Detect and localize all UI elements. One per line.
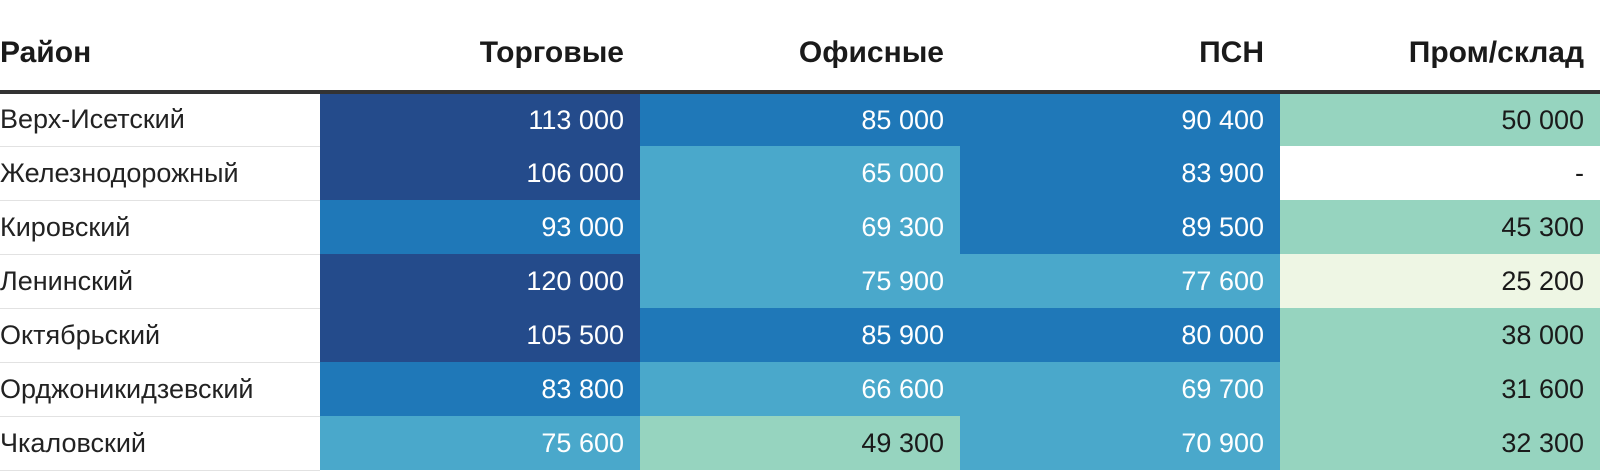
heatmap-cell: 113 000 <box>320 92 640 146</box>
column-header-retail: Торговые <box>320 0 640 94</box>
district-name: Верх-Исетский <box>0 92 320 147</box>
heatmap-cell: 85 900 <box>640 308 960 362</box>
district-name: Орджоникидзевский <box>0 362 320 417</box>
heatmap-cell: 105 500 <box>320 308 640 362</box>
table-row: Железнодорожный 106 000 65 000 83 900- <box>0 146 1600 201</box>
heatmap-cell: 120 000 <box>320 254 640 308</box>
heatmap-cell: 93 000 <box>320 200 640 254</box>
district-name: Ленинский <box>0 254 320 309</box>
heatmap-cell: 50 000 <box>1280 92 1600 146</box>
heatmap-cell: 69 700 <box>960 362 1280 416</box>
heatmap-cell: 49 300 <box>640 416 960 470</box>
table-row: Чкаловский 75 600 49 300 70 900 32 300 <box>0 416 1600 471</box>
heatmap-cell: 90 400 <box>960 92 1280 146</box>
table-body: Верх-Исетский 113 000 85 000 90 400 50 000 Же… <box>0 92 1600 471</box>
heatmap-cell: 75 600 <box>320 416 640 470</box>
heatmap-cell: 69 300 <box>640 200 960 254</box>
header-row: Район Торговые Офисные ПСН Пром/склад <box>0 0 1600 94</box>
heatmap-cell: 106 000 <box>320 146 640 200</box>
column-header-psn: ПСН <box>960 0 1280 94</box>
heatmap-cell: 83 900 <box>960 146 1280 200</box>
table-row: Верх-Исетский 113 000 85 000 90 400 50 000 <box>0 92 1600 147</box>
column-header-office: Офисные <box>640 0 960 94</box>
heatmap-cell: - <box>1280 146 1600 200</box>
heatmap-cell: 65 000 <box>640 146 960 200</box>
column-header-industrial: Пром/склад <box>1280 0 1600 94</box>
district-name: Кировский <box>0 200 320 255</box>
heatmap-cell: 70 900 <box>960 416 1280 470</box>
table-row: Кировский 93 000 69 300 89 500 45 300 <box>0 200 1600 255</box>
heatmap-cell: 80 000 <box>960 308 1280 362</box>
heatmap-cell: 25 200 <box>1280 254 1600 308</box>
table-row: Октябрьский 105 500 85 900 80 000 38 000 <box>0 308 1600 363</box>
table-row: Ленинский 120 000 75 900 77 600 25 200 <box>0 254 1600 309</box>
heatmap-cell: 89 500 <box>960 200 1280 254</box>
district-name: Октябрьский <box>0 308 320 363</box>
heatmap-cell: 45 300 <box>1280 200 1600 254</box>
district-name: Железнодорожный <box>0 146 320 201</box>
heatmap-cell: 75 900 <box>640 254 960 308</box>
heatmap-cell: 83 800 <box>320 362 640 416</box>
heatmap-cell: 85 000 <box>640 92 960 146</box>
table-row: Орджоникидзевский 83 800 66 600 69 700 31 60… <box>0 362 1600 417</box>
heatmap-cell: 77 600 <box>960 254 1280 308</box>
heatmap-cell: 32 300 <box>1280 416 1600 470</box>
heatmap-cell: 66 600 <box>640 362 960 416</box>
district-name: Чкаловский <box>0 416 320 471</box>
heatmap-cell: 38 000 <box>1280 308 1600 362</box>
column-header-district: Район <box>0 0 320 94</box>
heatmap-cell: 31 600 <box>1280 362 1600 416</box>
